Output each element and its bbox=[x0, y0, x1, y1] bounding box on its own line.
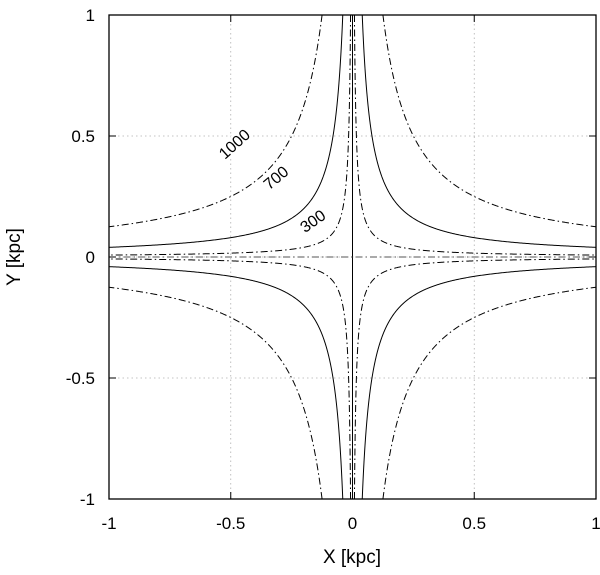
y-tick-label: 0.5 bbox=[71, 127, 95, 146]
contour-curve-1000 bbox=[383, 15, 596, 227]
contour-curve-300 bbox=[354, 259, 596, 499]
y-axis-title: Y [kpc] bbox=[4, 228, 25, 286]
x-tick-label: -0.5 bbox=[216, 514, 245, 533]
contour-curve-700 bbox=[109, 15, 343, 247]
contour-label-300: 300 bbox=[298, 207, 330, 236]
y-tick-label: -1 bbox=[80, 490, 95, 509]
contour-curve-700 bbox=[362, 267, 596, 499]
contour-curve-1000 bbox=[109, 15, 322, 227]
contour-label-1000: 1000 bbox=[216, 126, 254, 163]
contour-curve-700 bbox=[109, 267, 343, 499]
y-tick-label: 1 bbox=[86, 6, 95, 25]
contour-curve-1000 bbox=[109, 287, 322, 499]
y-tick-label: 0 bbox=[86, 248, 95, 267]
y-tick-label: -0.5 bbox=[66, 369, 95, 388]
x-tick-label: 1 bbox=[591, 514, 600, 533]
x-tick-label: -1 bbox=[101, 514, 116, 533]
contour-label-700: 700 bbox=[261, 163, 292, 193]
contour-curve-700 bbox=[362, 15, 596, 247]
contour-curve-1000 bbox=[383, 287, 596, 499]
contour-curve-300 bbox=[109, 259, 351, 499]
zero-lines bbox=[109, 15, 596, 499]
axis-ticks: -1 -0.5 0 0.5 1 -1 -0.5 0 0.5 1 bbox=[66, 6, 600, 533]
contour-curve-300 bbox=[354, 15, 596, 255]
x-axis-title: X [kpc] bbox=[323, 547, 381, 568]
x-tick-label: 0.5 bbox=[462, 514, 486, 533]
x-tick-label: 0 bbox=[348, 514, 357, 533]
